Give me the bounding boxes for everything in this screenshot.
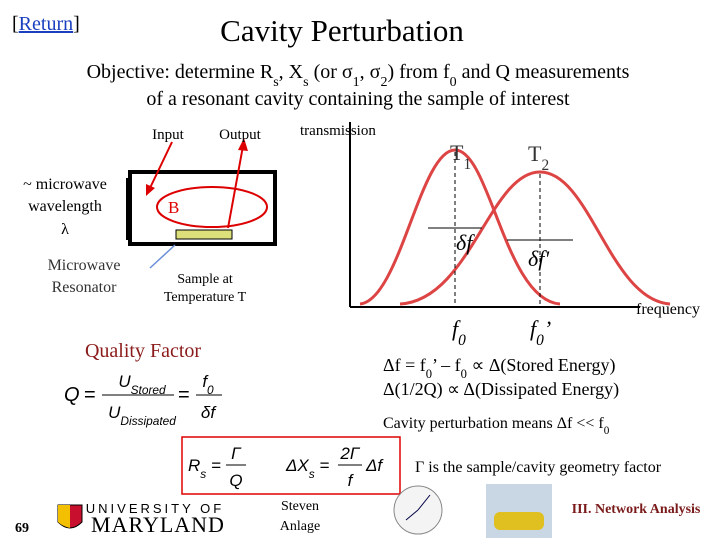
- resonator-diagram: [126, 138, 277, 269]
- text-part: ∝ Δ(Stored Energy): [467, 355, 616, 376]
- section-label: III. Network Analysis: [572, 502, 701, 517]
- text-part: Objective: determine R: [87, 61, 274, 83]
- wavelength-label: ~ microwave: [23, 176, 107, 193]
- subscript: Dissipated: [120, 414, 176, 428]
- formula-text: =: [84, 384, 96, 406]
- subscript: Stored: [131, 383, 166, 397]
- transmission-plot: [349, 122, 671, 308]
- text-part: T: [528, 141, 542, 166]
- text-part: , X: [279, 61, 304, 83]
- formula-text: ΔXs =: [285, 456, 329, 481]
- relation: Δ(1/2Q) ∝ Δ(Dissipated Energy): [383, 379, 619, 400]
- link[interactable]: Return: [19, 13, 73, 35]
- resonator-label: Resonator: [52, 279, 118, 296]
- text-part: Cavity perturbation means Δf << f: [383, 415, 604, 432]
- text-part: T: [450, 140, 464, 165]
- frequency-label: f0: [452, 316, 466, 349]
- subscript: 0: [604, 425, 610, 437]
- text-part: Δf = f: [383, 355, 426, 375]
- input-label: Input: [152, 127, 184, 143]
- subscript: s: [200, 467, 206, 481]
- subscript: s: [309, 467, 315, 481]
- formula-box: [181, 436, 401, 495]
- text-part: =: [206, 456, 221, 475]
- text-part: , σ: [360, 61, 381, 83]
- resonator-label: Microwave: [48, 257, 121, 274]
- text-part: U: [118, 372, 131, 391]
- text-part: f: [452, 316, 461, 341]
- university-logo: [57, 504, 83, 529]
- relation: Cavity perturbation means Δf << f0: [383, 415, 610, 437]
- objective: of a resonant cavity containing the samp…: [146, 88, 570, 110]
- page-number: 69: [15, 521, 29, 536]
- formula-text: =: [178, 384, 190, 406]
- width-label: δf: [456, 230, 475, 255]
- subscript: 0: [450, 75, 457, 90]
- subscript: 1: [463, 156, 471, 173]
- text-part: (or σ: [309, 61, 353, 83]
- text-part: and Q measurements: [457, 61, 630, 83]
- text-part: ’: [544, 316, 551, 341]
- text-part: ΔX: [285, 456, 309, 475]
- subscript: 0: [426, 367, 432, 381]
- frequency-label: f0’: [530, 316, 551, 349]
- note: Γ is the sample/cavity geometry factor: [415, 459, 662, 476]
- curve-label: T1: [450, 140, 471, 173]
- sample-label: Sample at: [177, 272, 233, 287]
- author: Anlage: [280, 519, 320, 534]
- logo-text: MARYLAND: [91, 512, 225, 537]
- footer-images: [393, 484, 552, 538]
- relation: Δf = f0’ – f0 ∝ Δ(Stored Energy): [383, 355, 616, 381]
- text-part: ]: [73, 13, 80, 35]
- curve-label: T2: [528, 141, 549, 174]
- objective: Objective: determine Rs, Xs (or σ1, σ2) …: [87, 61, 630, 90]
- y-axis-label: transmission: [300, 123, 376, 139]
- text-part: R: [188, 456, 200, 475]
- title: Cavity Perturbation: [220, 13, 464, 48]
- text-part: [: [12, 13, 19, 35]
- formula-text: Q: [64, 384, 80, 406]
- heading: Quality Factor: [85, 340, 201, 362]
- output-label: Output: [219, 127, 262, 143]
- quality-formula: Q = UStored UDissipated = f0 δf: [64, 372, 222, 428]
- formula-text: Rs =: [188, 456, 221, 481]
- return-link[interactable]: [Return]: [12, 13, 80, 35]
- wavelength-label: wavelength: [28, 198, 102, 215]
- formula-text: UDissipated: [108, 403, 176, 428]
- subscript: 0: [536, 332, 544, 349]
- formula-text: δf: [201, 403, 217, 422]
- text-part: ) from f: [387, 61, 450, 83]
- surface-impedance-formulas: Rs = Γ Q ΔXs = 2Γ f Δf: [188, 444, 384, 490]
- logo-text: UNIVERSITY OF: [86, 501, 224, 516]
- formula-text: f0: [202, 372, 214, 397]
- text-part: ’ – f: [432, 355, 461, 375]
- formula-text: Γ: [231, 444, 242, 463]
- subscript: 0: [207, 383, 214, 397]
- subscript: 2: [380, 75, 387, 90]
- width-label: δf': [528, 246, 549, 271]
- subscript: 2: [541, 157, 549, 174]
- text-part: U: [108, 403, 121, 422]
- subscript: 0: [458, 332, 466, 349]
- text-part: =: [315, 456, 330, 475]
- subscript: s: [303, 75, 308, 90]
- text-part: f: [202, 372, 209, 391]
- text-part: f: [530, 316, 539, 341]
- sample-label: Temperature T: [164, 290, 247, 305]
- wavelength-label: λ: [61, 221, 69, 238]
- subscript: 1: [353, 75, 360, 90]
- author: Steven: [281, 499, 319, 514]
- subscript: 0: [461, 367, 467, 381]
- formula-text: Δf: [365, 456, 384, 475]
- formula-text: Q: [229, 471, 242, 490]
- formula-text: f: [348, 471, 355, 490]
- formula-text: 2Γ: [339, 444, 360, 463]
- subscript: s: [273, 75, 278, 90]
- x-axis-label: frequency: [636, 301, 700, 318]
- formula-text: UStored: [118, 372, 166, 397]
- field-label: B: [168, 198, 179, 217]
